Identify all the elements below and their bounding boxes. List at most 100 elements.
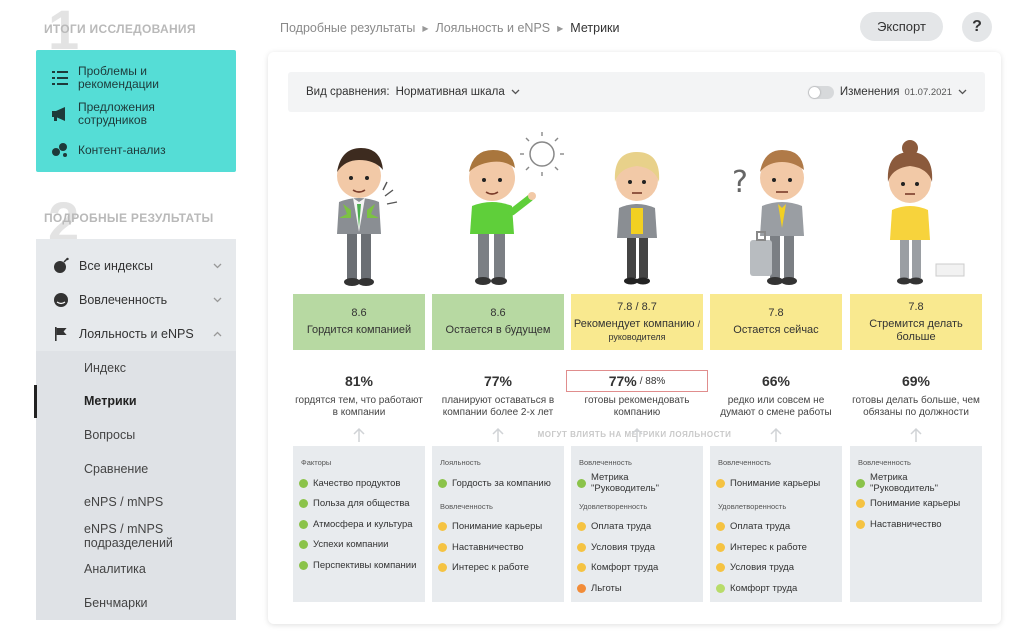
factor-item[interactable]: Понимание карьеры (716, 473, 836, 494)
factor-item[interactable]: Гордость за компанию (438, 473, 558, 494)
factor-item[interactable]: Наставничество (856, 514, 976, 535)
factor-item[interactable]: Метрика "Руководитель" (856, 472, 976, 494)
status-dot-icon (577, 563, 586, 573)
breadcrumb-item[interactable]: Подробные результаты (280, 21, 416, 35)
sub-item-analytics[interactable]: Аналитика (84, 562, 146, 577)
factor-label: Успехи компании (313, 539, 389, 551)
sub-item-enps[interactable]: eNPS / mNPS (84, 495, 164, 510)
metric-percent-block: 77%/ 88% готовы рекомендовать компанию (566, 370, 708, 419)
metric-description: редко или совсем не думают о смене работ… (720, 395, 832, 418)
summary-item-label: Предложения сотрудников (78, 100, 155, 127)
summary-item-problems[interactable]: Проблемы и рекомендации (50, 60, 222, 96)
detailed-menu: Все индексы Вовлеченность Лояльность и e… (34, 239, 236, 620)
nav-all-indexes[interactable]: Все индексы (36, 249, 236, 283)
factor-item[interactable]: Условия труда (716, 558, 836, 579)
factor-item[interactable]: Льготы (577, 578, 697, 599)
metric-title: Рекомендует компанию / руководителя (573, 317, 701, 342)
status-dot-icon (438, 478, 447, 488)
sub-item-questions[interactable]: Вопросы (84, 427, 136, 442)
export-button[interactable]: Экспорт (860, 12, 943, 41)
factor-item[interactable]: Успехи компании (299, 535, 419, 556)
factor-item[interactable]: Оплата труда (716, 517, 836, 538)
factor-group-head: Лояльность (440, 458, 481, 467)
metric-score-card[interactable]: 7.8 Стремится делать больше (850, 294, 982, 350)
factor-item[interactable]: Комфорт труда (577, 558, 697, 579)
status-dot-icon (716, 583, 725, 593)
factor-group-head: Факторы (301, 458, 332, 467)
summary-item-content[interactable]: Контент-анализ (50, 132, 222, 168)
metric-percent-block: 66% редко или совсем не думают о смене ра… (710, 370, 842, 419)
factor-label: Оплата труда (591, 521, 652, 533)
factor-item[interactable]: Понимание карьеры (438, 517, 558, 538)
status-dot-icon (577, 583, 586, 593)
factor-label: Наставничество (452, 541, 524, 553)
status-dot-icon (299, 560, 308, 570)
changes-toggle[interactable] (807, 85, 834, 99)
changes-label: Изменения (839, 86, 900, 98)
sub-item-index[interactable]: Индекс (84, 360, 126, 375)
factor-item[interactable]: Метрика "Руководитель" (577, 472, 697, 494)
factor-item[interactable]: Интерес к работе (438, 558, 558, 579)
factor-label: Оплата труда (730, 521, 791, 533)
nav-label: Все индексы (79, 259, 153, 273)
chevron-down-icon[interactable] (511, 87, 520, 97)
factor-label: Условия труда (591, 541, 656, 553)
character-proud-icon (337, 148, 398, 286)
nav-loyalty[interactable]: Лояльность и eNPS (36, 317, 236, 351)
metric-score-card[interactable]: 7.8 / 8.7 Рекомендует компанию / руководи… (571, 294, 703, 350)
metric-description: готовы рекомендовать компанию (584, 395, 690, 418)
metric-score-card[interactable]: 7.8 Остается сейчас (710, 294, 842, 350)
face-icon (52, 291, 70, 309)
factor-group-head: Вовлеченность (858, 458, 911, 467)
nav-engagement[interactable]: Вовлеченность (36, 283, 236, 317)
chevron-down-icon[interactable] (958, 87, 967, 97)
factor-item[interactable]: Наставничество (438, 537, 558, 558)
factor-label: Комфорт труда (591, 562, 659, 574)
status-dot-icon (438, 563, 447, 573)
sub-item-benchmarks[interactable]: Бенчмарки (84, 595, 148, 610)
help-button[interactable]: ? (962, 12, 992, 42)
breadcrumb-item[interactable]: Лояльность и eNPS (435, 21, 551, 35)
sub-item-comparison[interactable]: Сравнение (84, 461, 149, 476)
factor-item[interactable]: Перспективы компании (299, 555, 419, 576)
status-dot-icon (577, 478, 586, 488)
factor-item[interactable]: Понимание карьеры (856, 494, 976, 515)
status-dot-icon (856, 478, 865, 488)
factor-label: Комфорт труда (730, 582, 798, 594)
comparison-select[interactable]: Нормативная шкала (395, 86, 505, 98)
flag-icon (52, 325, 70, 343)
status-dot-icon (856, 519, 865, 529)
status-dot-icon (299, 499, 308, 509)
factor-item[interactable]: Интерес к работе (716, 537, 836, 558)
factor-item[interactable]: Комфорт труда (716, 578, 836, 599)
sub-item-enps-departments[interactable]: eNPS / mNPS подразделений (84, 521, 173, 550)
factor-label: Льготы (591, 582, 622, 594)
loyalty-submenu: Индекс Метрики Вопросы Сравнение eNPS / … (34, 351, 236, 620)
chevron-up-icon (212, 329, 222, 339)
factor-item[interactable]: Польза для общества (299, 494, 419, 515)
bubbles-icon (50, 140, 70, 160)
factor-label: Понимание карьеры (870, 498, 961, 510)
metric-illustration (293, 132, 425, 287)
factor-group-head: Вовлеченность (440, 501, 493, 511)
status-dot-icon (577, 522, 586, 532)
metric-percent-block: 81% гордятся тем, что работают в компании (293, 370, 425, 419)
factor-item[interactable]: Атмосфера и культура (299, 514, 419, 535)
status-dot-icon (856, 499, 865, 509)
changes-date[interactable]: 01.07.2021 (904, 86, 952, 98)
metric-score-card[interactable]: 8.6 Гордится компанией (293, 294, 425, 350)
sub-item-metrics[interactable]: Метрики (34, 384, 236, 419)
factor-item[interactable]: Условия труда (577, 537, 697, 558)
summary-item-suggestions[interactable]: Предложения сотрудников (50, 96, 222, 132)
factor-group-head: Удовлетворенность (579, 501, 648, 511)
status-dot-icon (438, 522, 447, 532)
metric-score-card[interactable]: 8.6 Остается в будущем (432, 294, 564, 350)
list-icon (50, 68, 70, 88)
chevron-right-icon: ▶ (422, 23, 429, 33)
metric-title: Стремится делать больше (869, 317, 963, 343)
metrics-panel: Вид сравнения: Нормативная шкала Изменен… (268, 52, 1001, 624)
factor-item[interactable]: Качество продуктов (299, 473, 419, 494)
factor-item[interactable]: Оплата труда (577, 517, 697, 538)
factor-label: Атмосфера и культура (313, 518, 413, 530)
factor-label: Польза для общества (313, 498, 410, 510)
